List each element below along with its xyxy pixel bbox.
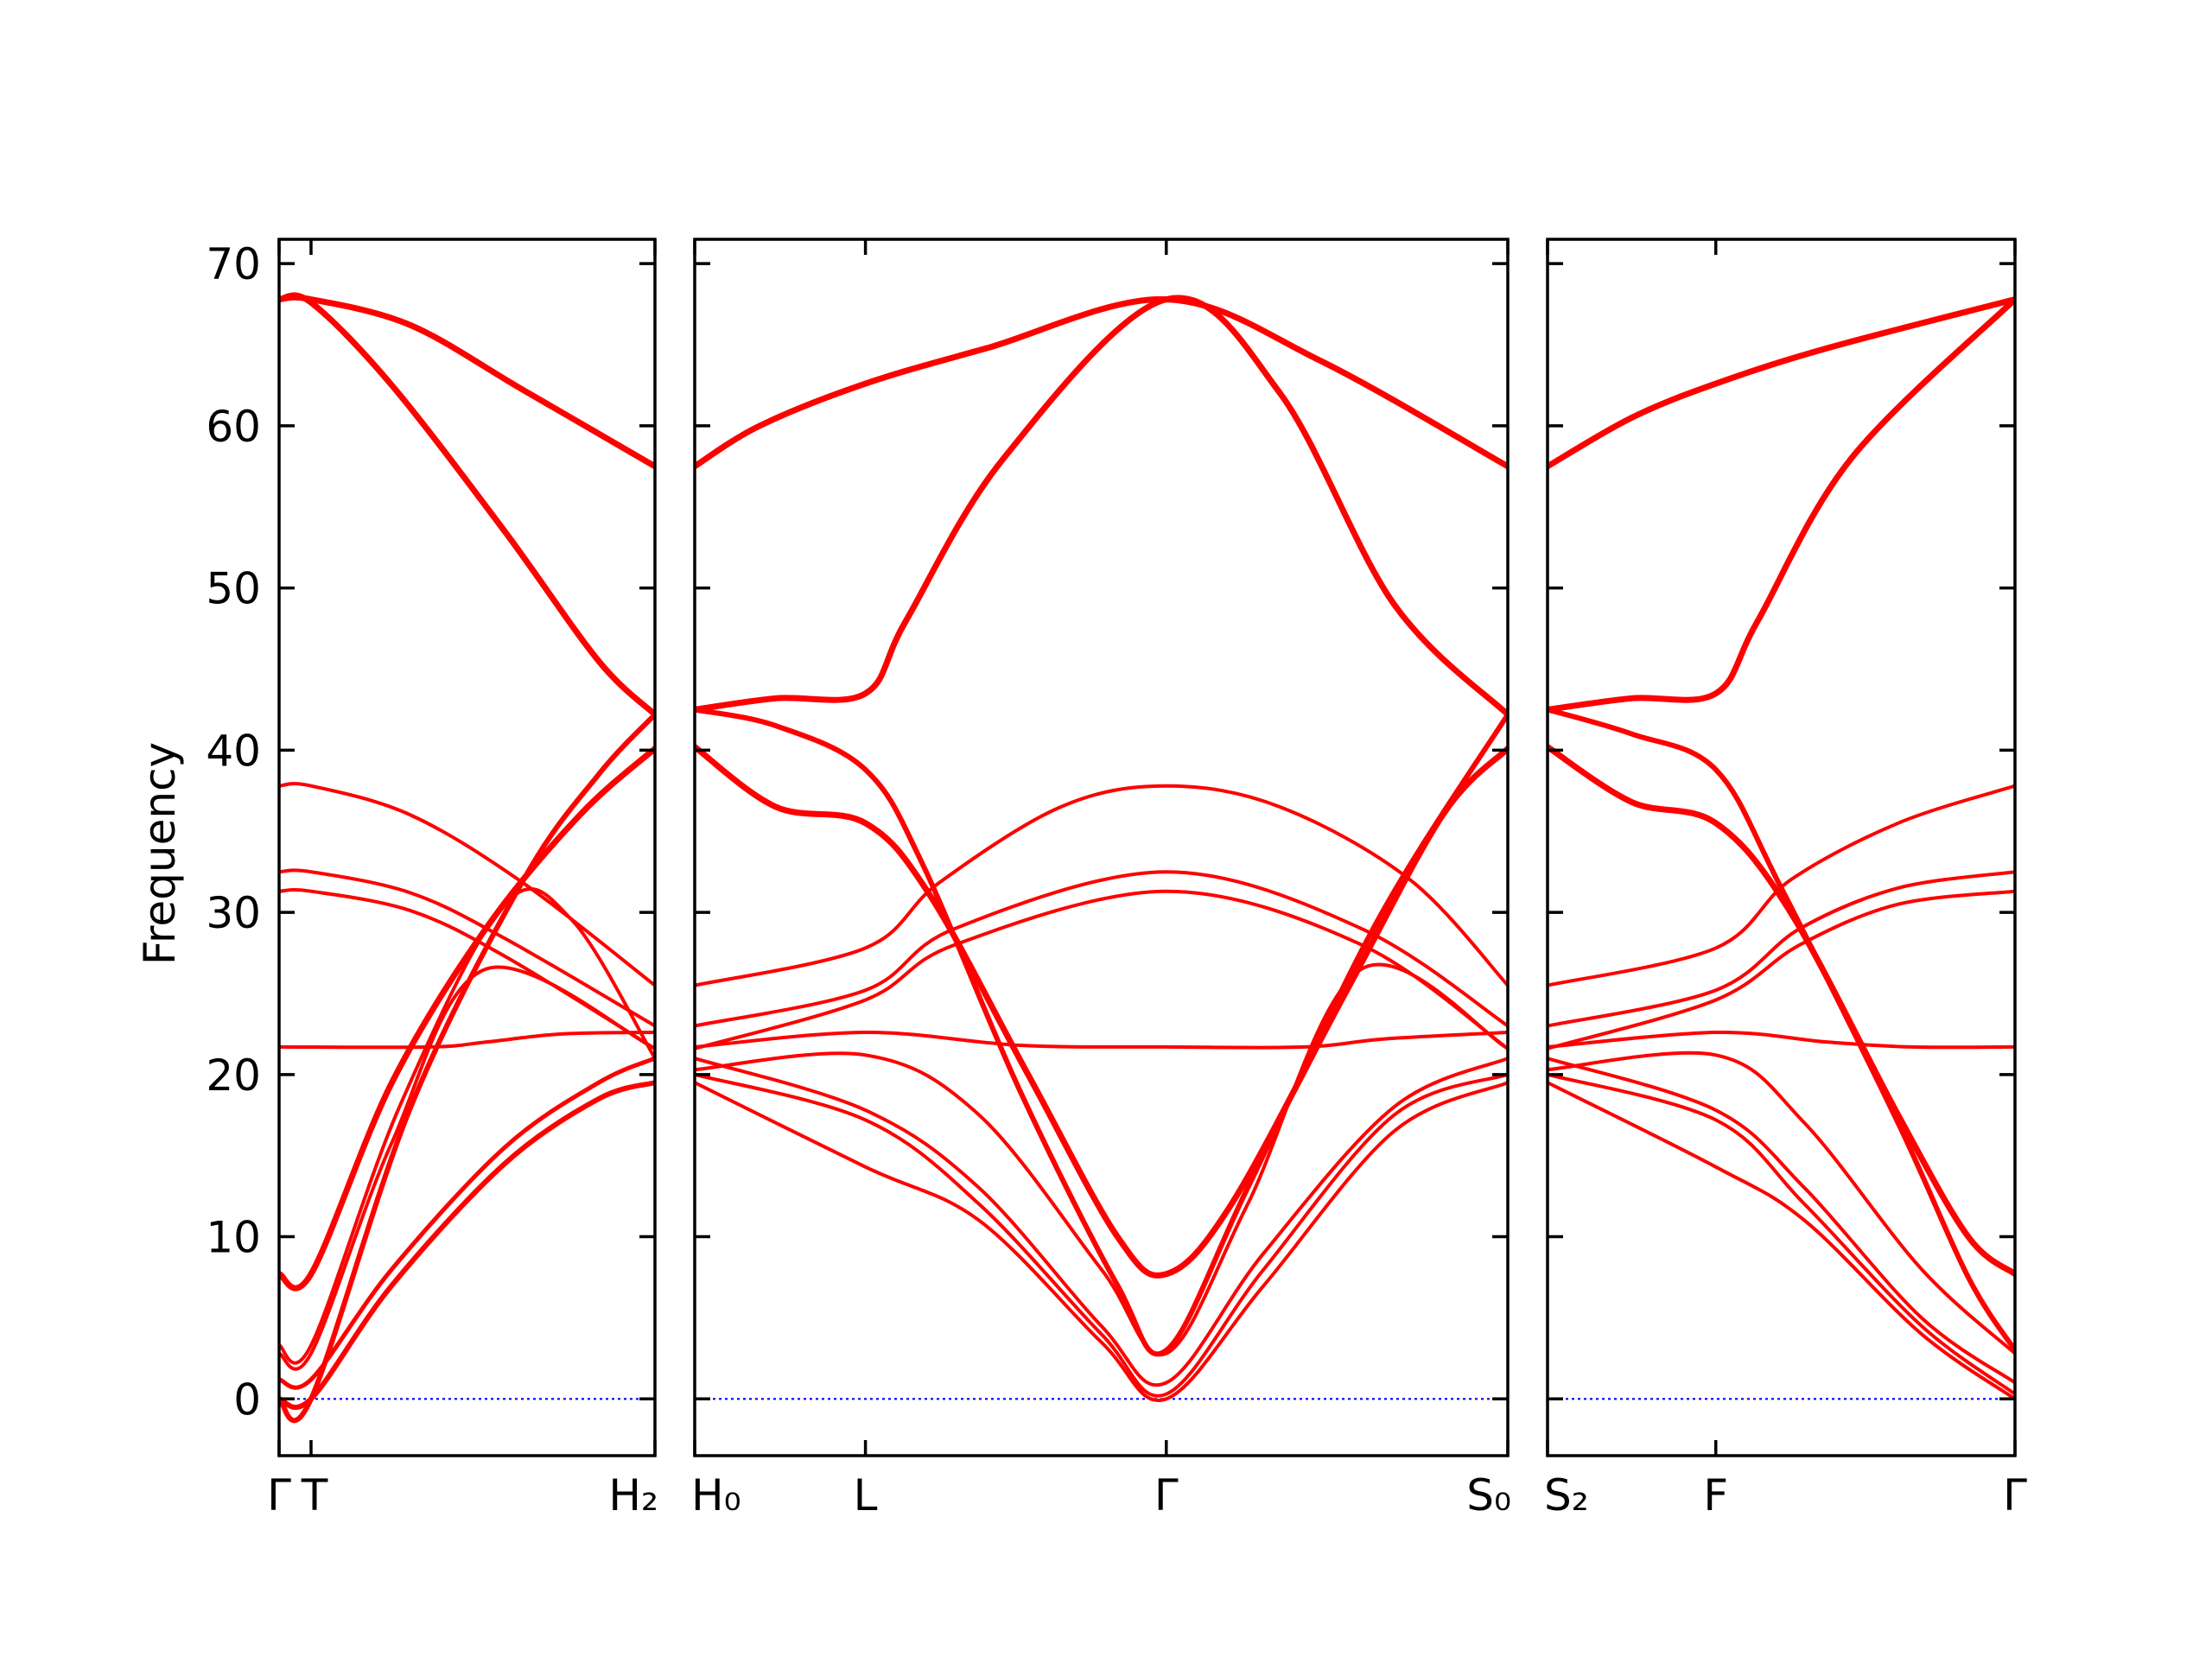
band-line-1-11: [279, 1056, 655, 1390]
panel-1: Γ T H₂ 0 10 20 30 40 50 60 70: [206, 238, 658, 1520]
y-tick-label: 70: [206, 239, 261, 289]
band-line-2-10: [695, 1057, 1508, 1387]
band-line-2-1: [695, 295, 1508, 470]
band-line-2-4: [695, 744, 1508, 1279]
band-line-2-3: [695, 707, 1508, 1357]
panel-3-frame: [1546, 238, 2017, 1457]
band-line-2-12: [695, 1081, 1508, 1402]
band-line-2-8: [695, 1030, 1508, 1050]
x-tick-label: S₀: [1466, 1470, 1511, 1520]
band-line-2-7: [695, 889, 1508, 1050]
x-tick-label: S₂: [1544, 1470, 1589, 1520]
band-line-3-5: [1548, 784, 2015, 987]
x-tick-label: T: [301, 1470, 328, 1520]
panel-1-plot-area: [279, 292, 655, 1424]
y-tick-label: 20: [206, 1050, 261, 1101]
band-line-3-10: [1548, 1057, 2015, 1385]
band-line-3-1: [1548, 296, 2015, 470]
band-line-1-8: [279, 886, 655, 1365]
band-line-2-9: [695, 962, 1508, 1357]
y-tick-label: 40: [206, 726, 261, 776]
band-line-3-2: [1548, 296, 2015, 713]
band-line-2-11: [695, 1072, 1508, 1398]
band-line-2-2: [695, 295, 1508, 718]
y-tick-label: 10: [206, 1213, 261, 1263]
panel-3-plot-area: [1548, 296, 2015, 1401]
x-tick-label: H₂: [608, 1470, 658, 1520]
band-line-1-3: [279, 782, 655, 987]
band-line-1-2: [279, 292, 655, 718]
y-axis-label: Frequency: [135, 742, 185, 965]
panel-2-frame: [693, 238, 1510, 1457]
x-tick-label: F: [1703, 1470, 1728, 1520]
band-line-1-5: [279, 888, 655, 1050]
band-line-3-9: [1548, 1050, 2015, 1355]
band-line-1-4: [279, 868, 655, 1028]
band-line-3-4: [1548, 744, 2015, 1278]
band-line-3-11: [1548, 1072, 2015, 1396]
band-line-3-6: [1548, 870, 2015, 1028]
band-line-1-9: [279, 965, 655, 1371]
band-line-2-5: [695, 784, 1508, 987]
x-tick-label: Γ: [2003, 1470, 2027, 1520]
band-line-3-12: [1548, 1081, 2015, 1401]
y-tick-label: 50: [206, 564, 261, 614]
x-tick-label: Γ: [1154, 1470, 1179, 1520]
band-line-3-8: [1548, 1030, 2015, 1050]
x-tick-label: L: [854, 1470, 878, 1520]
band-line-1-7: [279, 746, 655, 1292]
panel-1-frame: [277, 238, 657, 1457]
band-line-1-10: [279, 712, 655, 1424]
band-line-3-7: [1548, 889, 2015, 1050]
y-tick-label: 0: [233, 1374, 261, 1425]
x-tick-label: H₀: [691, 1470, 741, 1520]
band-line-1-12: [279, 1080, 655, 1410]
panel-2-plot-area: [695, 295, 1508, 1402]
y-tick-label: 60: [206, 402, 261, 452]
panel-3: S₂ F Γ: [1544, 238, 2027, 1520]
x-tick-label: Γ: [267, 1470, 291, 1520]
band-line-2-6: [695, 870, 1508, 1028]
band-line-1-6: [279, 1031, 655, 1050]
panel-2: H₀ L Γ S₀: [691, 238, 1511, 1520]
y-tick-label: 30: [206, 888, 261, 938]
